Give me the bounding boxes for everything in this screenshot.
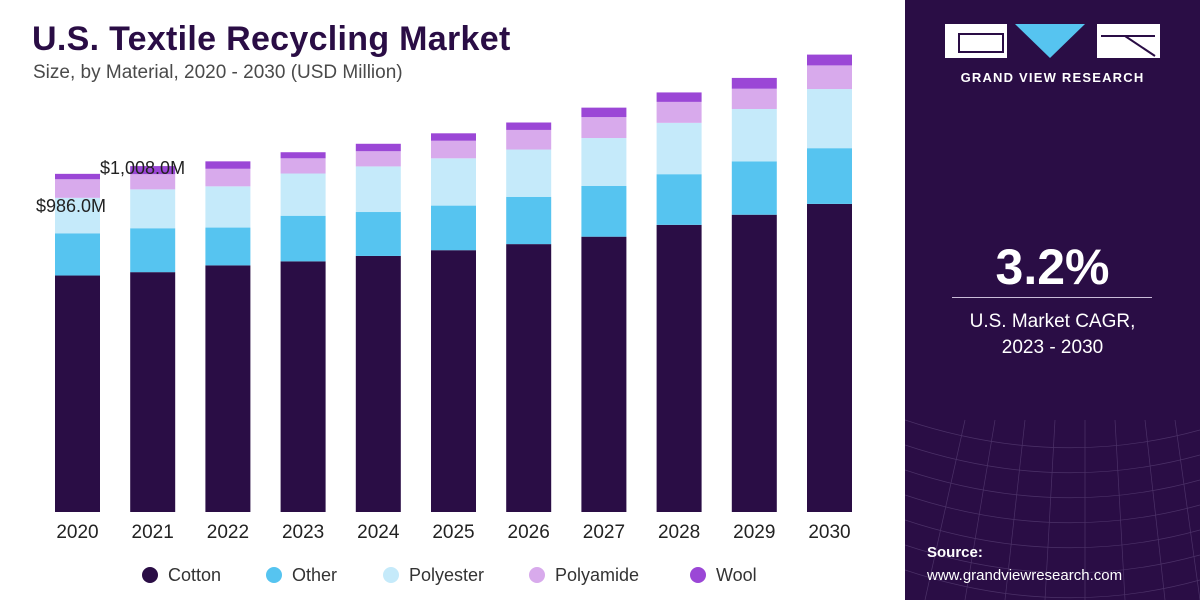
bar-wool-2023 (280, 152, 326, 159)
x-tick-label: 2027 (583, 522, 625, 543)
bar-cotton-2026 (506, 244, 552, 512)
bar-polyester-2020 (55, 197, 100, 234)
bar-wool-2030 (807, 54, 852, 66)
legend-label-polyamide: Polyamide (555, 565, 639, 585)
cagr-value: 3.2% (995, 239, 1110, 295)
x-tick-label: 2030 (808, 522, 850, 543)
x-tick-label: 2029 (733, 522, 775, 543)
legend-label-polyester: Polyester (409, 565, 484, 585)
x-axis-ticks: 2020 2021 2022 2023 2024 2025 2026 2027 2028 2029… (56, 522, 850, 543)
bar-cotton-2030 (807, 203, 852, 512)
chart-subtitle: Size, by Material, 2020 - 2030 (USD Mill… (33, 62, 403, 83)
x-tick-label: 2022 (207, 522, 249, 543)
bar-wool-2028 (656, 92, 702, 102)
annotation-2020: $986.0M (36, 196, 106, 216)
bar-polyester-2021 (130, 189, 176, 229)
grand-view-research-logo (945, 24, 1160, 58)
bar-polyester-2030 (807, 89, 852, 149)
bar-other-2030 (807, 148, 852, 204)
bar-other-2023 (280, 215, 326, 262)
legend-swatch-polyester (383, 567, 399, 583)
bar-cotton-2021 (130, 272, 176, 512)
x-tick-label: 2021 (132, 522, 174, 543)
annotations-layer: $986.0M $1,008.0M (36, 158, 185, 216)
bar-polyester-2022 (205, 186, 251, 228)
legend: Cotton Other Polyester Polyamide Wool (142, 565, 757, 585)
x-tick-label: 2025 (432, 522, 474, 543)
stacked-bar-chart: $986.0M$1,008.0M 2020 2021 2022 2023 2024 202… (36, 54, 852, 585)
bar-other-2025 (431, 205, 476, 251)
bar-cotton-2023 (280, 261, 326, 512)
cagr-divider (952, 297, 1152, 298)
x-tick-label: 2020 (56, 522, 98, 543)
cagr-label-line1: U.S. Market CAGR, (969, 311, 1136, 332)
bar-other-2021 (130, 228, 176, 273)
x-tick-label: 2026 (508, 522, 550, 543)
bar-cotton-2028 (656, 224, 702, 512)
bar-polyamide-2022 (205, 168, 251, 187)
bar-other-2027 (581, 186, 627, 237)
x-tick-label: 2028 (658, 522, 700, 543)
bar-cotton-2029 (731, 214, 777, 512)
bar-polyamide-2023 (280, 158, 326, 174)
legend-swatch-cotton (142, 567, 158, 583)
bar-wool-2021 (130, 166, 176, 175)
source-url[interactable]: www.grandviewresearch.com (927, 567, 1123, 584)
bar-polyamide-2029 (731, 88, 777, 109)
brand-name: GRAND VIEW RESEARCH (960, 70, 1145, 85)
bar-wool-2027 (581, 107, 627, 118)
bar-other-2028 (656, 174, 702, 225)
legend-label-cotton: Cotton (168, 565, 221, 585)
bar-cotton-2027 (581, 236, 627, 513)
sidebar-panel: GRAND VIEW RESEARCH 3.2% U.S. Market CAG… (905, 0, 1200, 600)
source-label: Source: (927, 544, 983, 561)
grid-wave-decoration (905, 419, 1200, 600)
legend-label-wool: Wool (716, 565, 757, 585)
legend-label-other: Other (292, 565, 337, 585)
bar-polyester-2023 (280, 173, 326, 216)
bar-polyester-2026 (506, 149, 552, 197)
bar-polyester-2029 (731, 108, 777, 162)
bar-cotton-2020 (55, 275, 100, 512)
x-tick-label: 2023 (282, 522, 324, 543)
bar-other-2026 (506, 196, 552, 245)
bars-layer (55, 54, 852, 513)
chart-title: U.S. Textile Recycling Market (32, 20, 511, 58)
bar-polyester-2027 (581, 138, 627, 187)
legend-swatch-wool (690, 567, 706, 583)
x-tick-label: 2024 (357, 522, 400, 543)
bar-wool-2022 (205, 161, 251, 169)
bar-wool-2025 (431, 133, 476, 141)
bar-wool-2024 (355, 143, 401, 152)
bar-other-2020 (55, 233, 100, 276)
bar-other-2029 (731, 161, 777, 215)
bar-polyamide-2021 (130, 174, 176, 190)
bar-polyester-2028 (656, 122, 702, 175)
bar-wool-2029 (731, 77, 777, 89)
cagr-label: U.S. Market CAGR, 2023 - 2030 (905, 309, 1200, 361)
bar-polyester-2025 (431, 158, 476, 206)
bar-polyamide-2030 (807, 65, 852, 90)
bar-wool-2020 (55, 173, 100, 180)
bar-cotton-2022 (205, 265, 251, 512)
bar-cotton-2024 (355, 255, 401, 512)
bar-polyester-2024 (355, 166, 401, 213)
bar-polyamide-2027 (581, 117, 627, 139)
bar-polyamide-2028 (656, 101, 702, 123)
cagr-label-line2: 2023 - 2030 (1001, 337, 1104, 358)
bar-polyamide-2024 (355, 151, 401, 167)
bar-wool-2026 (506, 122, 552, 130)
bar-polyamide-2026 (506, 129, 552, 150)
annotation-2021: $1,008.0M (100, 158, 185, 178)
legend-swatch-polyamide (529, 567, 545, 583)
bar-polyamide-2025 (431, 140, 476, 159)
bar-cotton-2025 (431, 250, 476, 512)
bar-other-2022 (205, 227, 251, 266)
bar-other-2024 (355, 212, 401, 256)
legend-swatch-other (266, 567, 282, 583)
bar-polyamide-2020 (55, 179, 100, 198)
